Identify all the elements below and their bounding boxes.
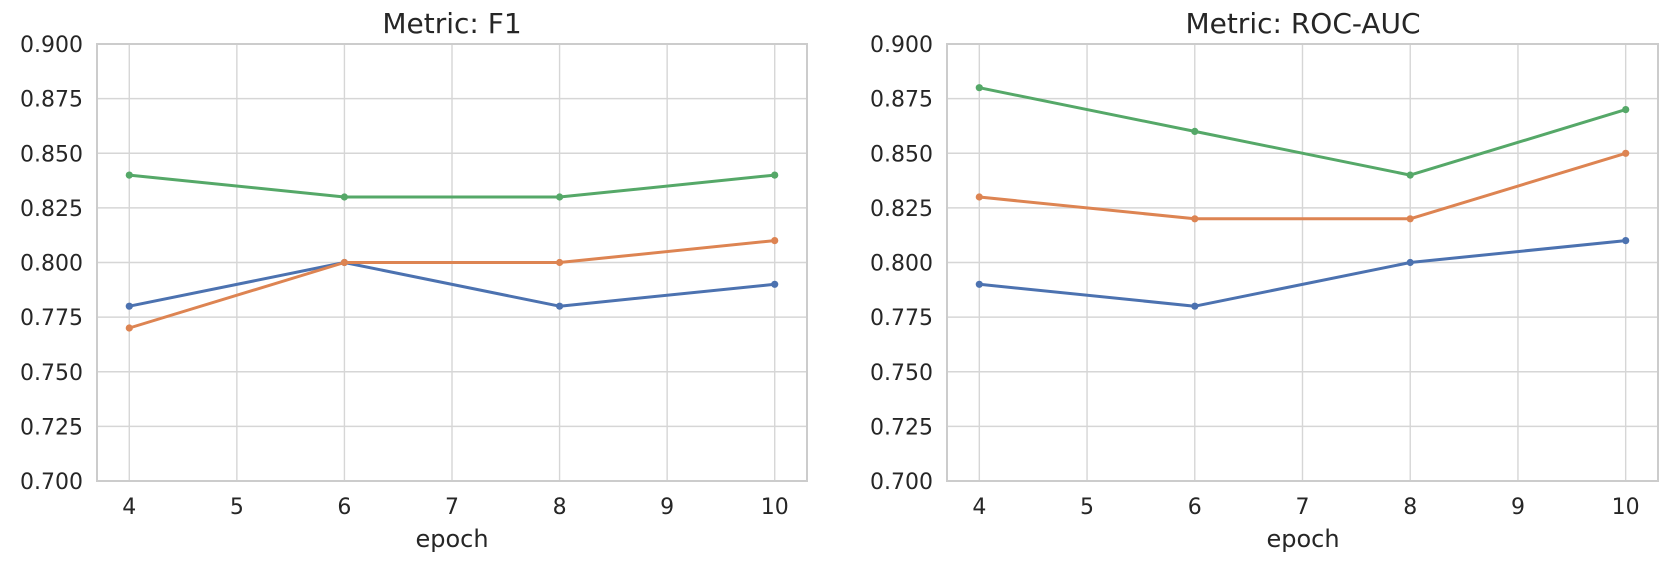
- series-line-blue: [127, 261, 777, 308]
- series-line-green: [977, 86, 1628, 177]
- series-marker-blue: [556, 302, 564, 310]
- y-tick-label: 0.725: [20, 415, 83, 440]
- y-tick-label: 0.700: [870, 470, 933, 495]
- x-tick-label: 6: [337, 495, 351, 520]
- x-tick-label: 5: [1080, 495, 1094, 520]
- series-marker-orange: [125, 324, 133, 332]
- series-marker-blue: [1622, 237, 1630, 245]
- series-marker-green: [771, 171, 779, 179]
- x-tick-label: 6: [1188, 495, 1202, 520]
- y-tick-label: 0.900: [20, 33, 83, 58]
- x-tick-label: 9: [660, 495, 674, 520]
- series-marker-green: [1406, 171, 1414, 179]
- series-marker-green: [975, 84, 983, 92]
- series-marker-blue: [771, 280, 779, 288]
- chart-plot-area-roc-auc: 0.700 0.725 0.750 0.775 0.800 0.825 0.850 0.875…: [870, 33, 1659, 520]
- x-tick-label: 10: [1612, 495, 1640, 520]
- series-line-blue: [977, 239, 1628, 308]
- y-tick-label: 0.775: [20, 306, 83, 331]
- chart-panel-f1: 0.700 0.725 0.750 0.775 0.800 0.825 0.850 0.875…: [0, 0, 836, 565]
- x-tick-label: 10: [761, 495, 789, 520]
- y-tick-label: 0.775: [870, 306, 933, 331]
- series-marker-green: [556, 193, 564, 201]
- y-tick-label: 0.900: [870, 33, 933, 58]
- series-line-orange: [127, 239, 777, 330]
- chart-f1: 0.700 0.725 0.750 0.775 0.800 0.825 0.850 0.875…: [20, 7, 808, 553]
- y-tick-label: 0.800: [20, 252, 83, 277]
- series-marker-green: [125, 171, 133, 179]
- chart-plot-area-f1: 0.700 0.725 0.750 0.775 0.800 0.825 0.850 0.875…: [20, 33, 808, 520]
- axes-spines: [946, 43, 1659, 482]
- chart-roc-auc: 0.700 0.725 0.750 0.775 0.800 0.825 0.850 0.875…: [870, 7, 1659, 553]
- chart-title-f1: Metric: F1: [382, 7, 521, 40]
- x-tick-label: 7: [445, 495, 459, 520]
- x-tick-label: 9: [1511, 495, 1525, 520]
- y-tick-label: 0.850: [20, 142, 83, 167]
- y-tick-label: 0.850: [870, 142, 933, 167]
- y-tick-label: 0.800: [870, 252, 933, 277]
- series-marker-blue: [125, 302, 133, 310]
- series-marker-green: [340, 193, 348, 201]
- x-tick-label: 8: [1403, 495, 1417, 520]
- x-axis-label-f1: epoch: [415, 525, 488, 553]
- y-tick-label: 0.825: [20, 197, 83, 222]
- axes-spines: [96, 43, 808, 482]
- series-marker-orange: [340, 258, 348, 267]
- series-marker-orange: [975, 193, 983, 201]
- chart-title-roc-auc: Metric: ROC-AUC: [1185, 7, 1420, 40]
- y-tick-label: 0.750: [20, 361, 83, 386]
- y-tick-label: 0.875: [870, 88, 933, 113]
- series-marker-blue: [975, 280, 983, 288]
- y-tick-label: 0.725: [870, 415, 933, 440]
- series-marker-orange: [1406, 215, 1414, 223]
- x-tick-label: 4: [122, 495, 136, 520]
- series-line-orange: [977, 151, 1628, 221]
- y-tick-label: 0.750: [870, 361, 933, 386]
- x-tick-label: 4: [972, 495, 986, 520]
- series-marker-orange: [771, 237, 779, 245]
- series-marker-orange: [1622, 149, 1630, 157]
- series-marker-orange: [1191, 215, 1199, 223]
- y-tick-label: 0.875: [20, 88, 83, 113]
- series-marker-green: [1191, 127, 1199, 135]
- series-marker-blue: [1406, 258, 1414, 267]
- y-tick-label: 0.700: [20, 470, 83, 495]
- series-line-green: [127, 173, 777, 199]
- x-tick-label: 7: [1296, 495, 1310, 520]
- x-tick-label: 8: [553, 495, 567, 520]
- y-tick-label: 0.825: [870, 197, 933, 222]
- x-axis-label-roc-auc: epoch: [1266, 525, 1339, 553]
- series-marker-blue: [1191, 302, 1199, 310]
- chart-panel-roc-auc: 0.700 0.725 0.750 0.775 0.800 0.825 0.850 0.875…: [836, 0, 1673, 565]
- x-tick-label: 5: [230, 495, 244, 520]
- series-marker-orange: [556, 258, 564, 267]
- series-marker-green: [1622, 106, 1630, 114]
